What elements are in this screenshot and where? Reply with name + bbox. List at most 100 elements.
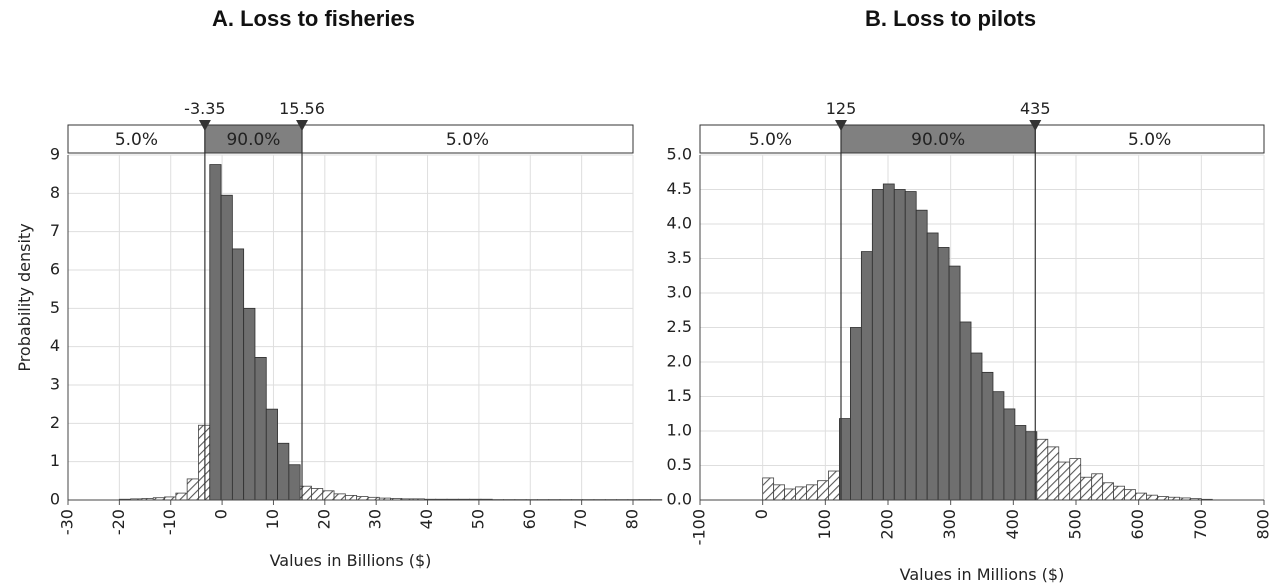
y-tick-label: 1.5: [667, 386, 692, 405]
chart-a: -30 -20 -10 0 10 20 30 40 50 60 70 80 0 1 2 3 4 5 6 7 8 9 5.0%…: [15, 99, 663, 570]
histogram-bar: [1113, 485, 1125, 501]
histogram-bar: [1146, 494, 1158, 501]
band-label: 90.0%: [911, 130, 965, 150]
histogram-bar: [970, 352, 983, 501]
histogram-bar: [1102, 482, 1114, 501]
x-tick-label: 500: [1066, 509, 1085, 540]
band-bar: [67, 124, 634, 154]
histogram-bar: [948, 265, 961, 501]
x-axis-label: Values in Billions ($): [270, 551, 432, 570]
x-tick-label: 300: [940, 509, 959, 540]
histogram-bar: [762, 477, 775, 501]
percentile-marker-label: -3.35: [184, 99, 225, 118]
x-tick-label: 50: [468, 509, 487, 529]
y-tick-label: 2.5: [667, 317, 692, 336]
percentile-marker-triangle: [1029, 120, 1042, 131]
histogram-bar: [277, 442, 290, 501]
x-tick-label: 60: [520, 509, 539, 529]
histogram-bar: [882, 183, 895, 501]
histogram-bar: [1058, 461, 1071, 501]
y-tick-label: 3.0: [667, 283, 692, 302]
x-tick-label: 80: [623, 509, 642, 529]
chart-b-title: B. Loss to pilots: [865, 6, 1037, 31]
histogram-bar: [650, 499, 663, 501]
x-tick-label: -100: [690, 509, 709, 545]
histogram-bar: [795, 486, 807, 501]
x-axis-label: Values in Millions ($): [900, 565, 1065, 584]
histogram-bar: [1047, 446, 1060, 501]
histogram-bar: [322, 490, 335, 501]
histogram-bar: [175, 492, 188, 501]
y-tick-label: 5.0: [667, 145, 692, 164]
y-tick-label: 4: [50, 336, 60, 355]
x-tick-label: -20: [109, 509, 128, 535]
histogram-bar: [288, 464, 301, 501]
band-label: 90.0%: [226, 130, 280, 150]
percentile-marker-triangle: [835, 120, 847, 131]
chart-b: -100 0 100 200 300 400 500 600 700 800 0.0 0.5 1.0 1.…: [667, 99, 1273, 584]
histogram-bar: [220, 194, 233, 501]
histogram-bar: [784, 488, 796, 501]
histogram-bar: [850, 327, 862, 501]
y-tick-label: 0: [50, 490, 60, 509]
y-tick-label: 1.0: [667, 421, 692, 440]
band-label: 5.0%: [446, 130, 489, 150]
y-tick-label: 2: [50, 413, 60, 432]
x-tick-label: 100: [815, 509, 834, 540]
percentile-marker-label: 435: [1020, 99, 1051, 118]
histogram-bar: [265, 408, 278, 501]
histogram-bar: [817, 480, 829, 501]
histogram-bar: [828, 470, 840, 501]
histogram-bar: [992, 391, 1005, 501]
band-label: 5.0%: [749, 130, 792, 150]
band-label: 5.0%: [115, 130, 158, 150]
y-tick-label: 6: [50, 260, 60, 279]
y-tick-label: 8: [50, 183, 60, 202]
x-tick-label: 400: [1003, 509, 1022, 540]
histogram-bar: [926, 232, 939, 501]
y-tick-label: 9: [50, 145, 60, 164]
x-tick-label: 600: [1128, 509, 1147, 540]
chart-a-title: A. Loss to fisheries: [212, 6, 415, 31]
histogram-bar: [311, 488, 324, 501]
x-tick-label: 0: [212, 509, 231, 519]
y-tick-label: 0.5: [667, 455, 692, 474]
y-axis-label: Probability density: [15, 223, 34, 371]
histogram-bar: [209, 164, 222, 501]
histogram-bar: [1069, 458, 1082, 501]
plot-area: [68, 155, 633, 500]
histogram-bar: [806, 484, 818, 501]
x-tick-label: 70: [571, 509, 590, 529]
percentile-marker-triangle: [198, 120, 211, 131]
y-tick-label: 3.5: [667, 248, 692, 267]
y-tick-label: 3: [50, 375, 60, 394]
histogram-bar: [773, 484, 786, 501]
y-tick-label: 5: [50, 298, 60, 317]
histogram-bar: [1003, 408, 1016, 501]
histogram-bar: [356, 496, 369, 501]
x-tick-label: 200: [878, 509, 897, 540]
histogram-bar: [959, 321, 972, 501]
histogram-bar: [860, 251, 873, 501]
y-tick-label: 2.0: [667, 352, 692, 371]
x-tick-label: 800: [1254, 509, 1273, 540]
histogram-bar: [871, 189, 884, 501]
histogram-bar: [1135, 492, 1147, 501]
y-tick-label: 1: [50, 451, 60, 470]
histogram-bar: [198, 424, 211, 501]
y-tick-label: 7: [50, 221, 60, 240]
histogram-bar: [1124, 489, 1136, 501]
histogram-bar: [904, 191, 917, 501]
histogram-bar: [937, 247, 950, 501]
histogram-bar: [254, 356, 267, 501]
histogram-bar: [981, 371, 994, 501]
x-tick-label: -10: [160, 509, 179, 535]
histogram-bar: [1091, 473, 1104, 501]
histogram-bar: [1080, 476, 1093, 501]
histogram-bar: [333, 493, 346, 501]
histogram-bar: [1014, 425, 1027, 501]
histogram-bar: [1157, 496, 1169, 501]
histogram-bar: [638, 499, 651, 501]
x-tick-label: 30: [366, 509, 385, 529]
